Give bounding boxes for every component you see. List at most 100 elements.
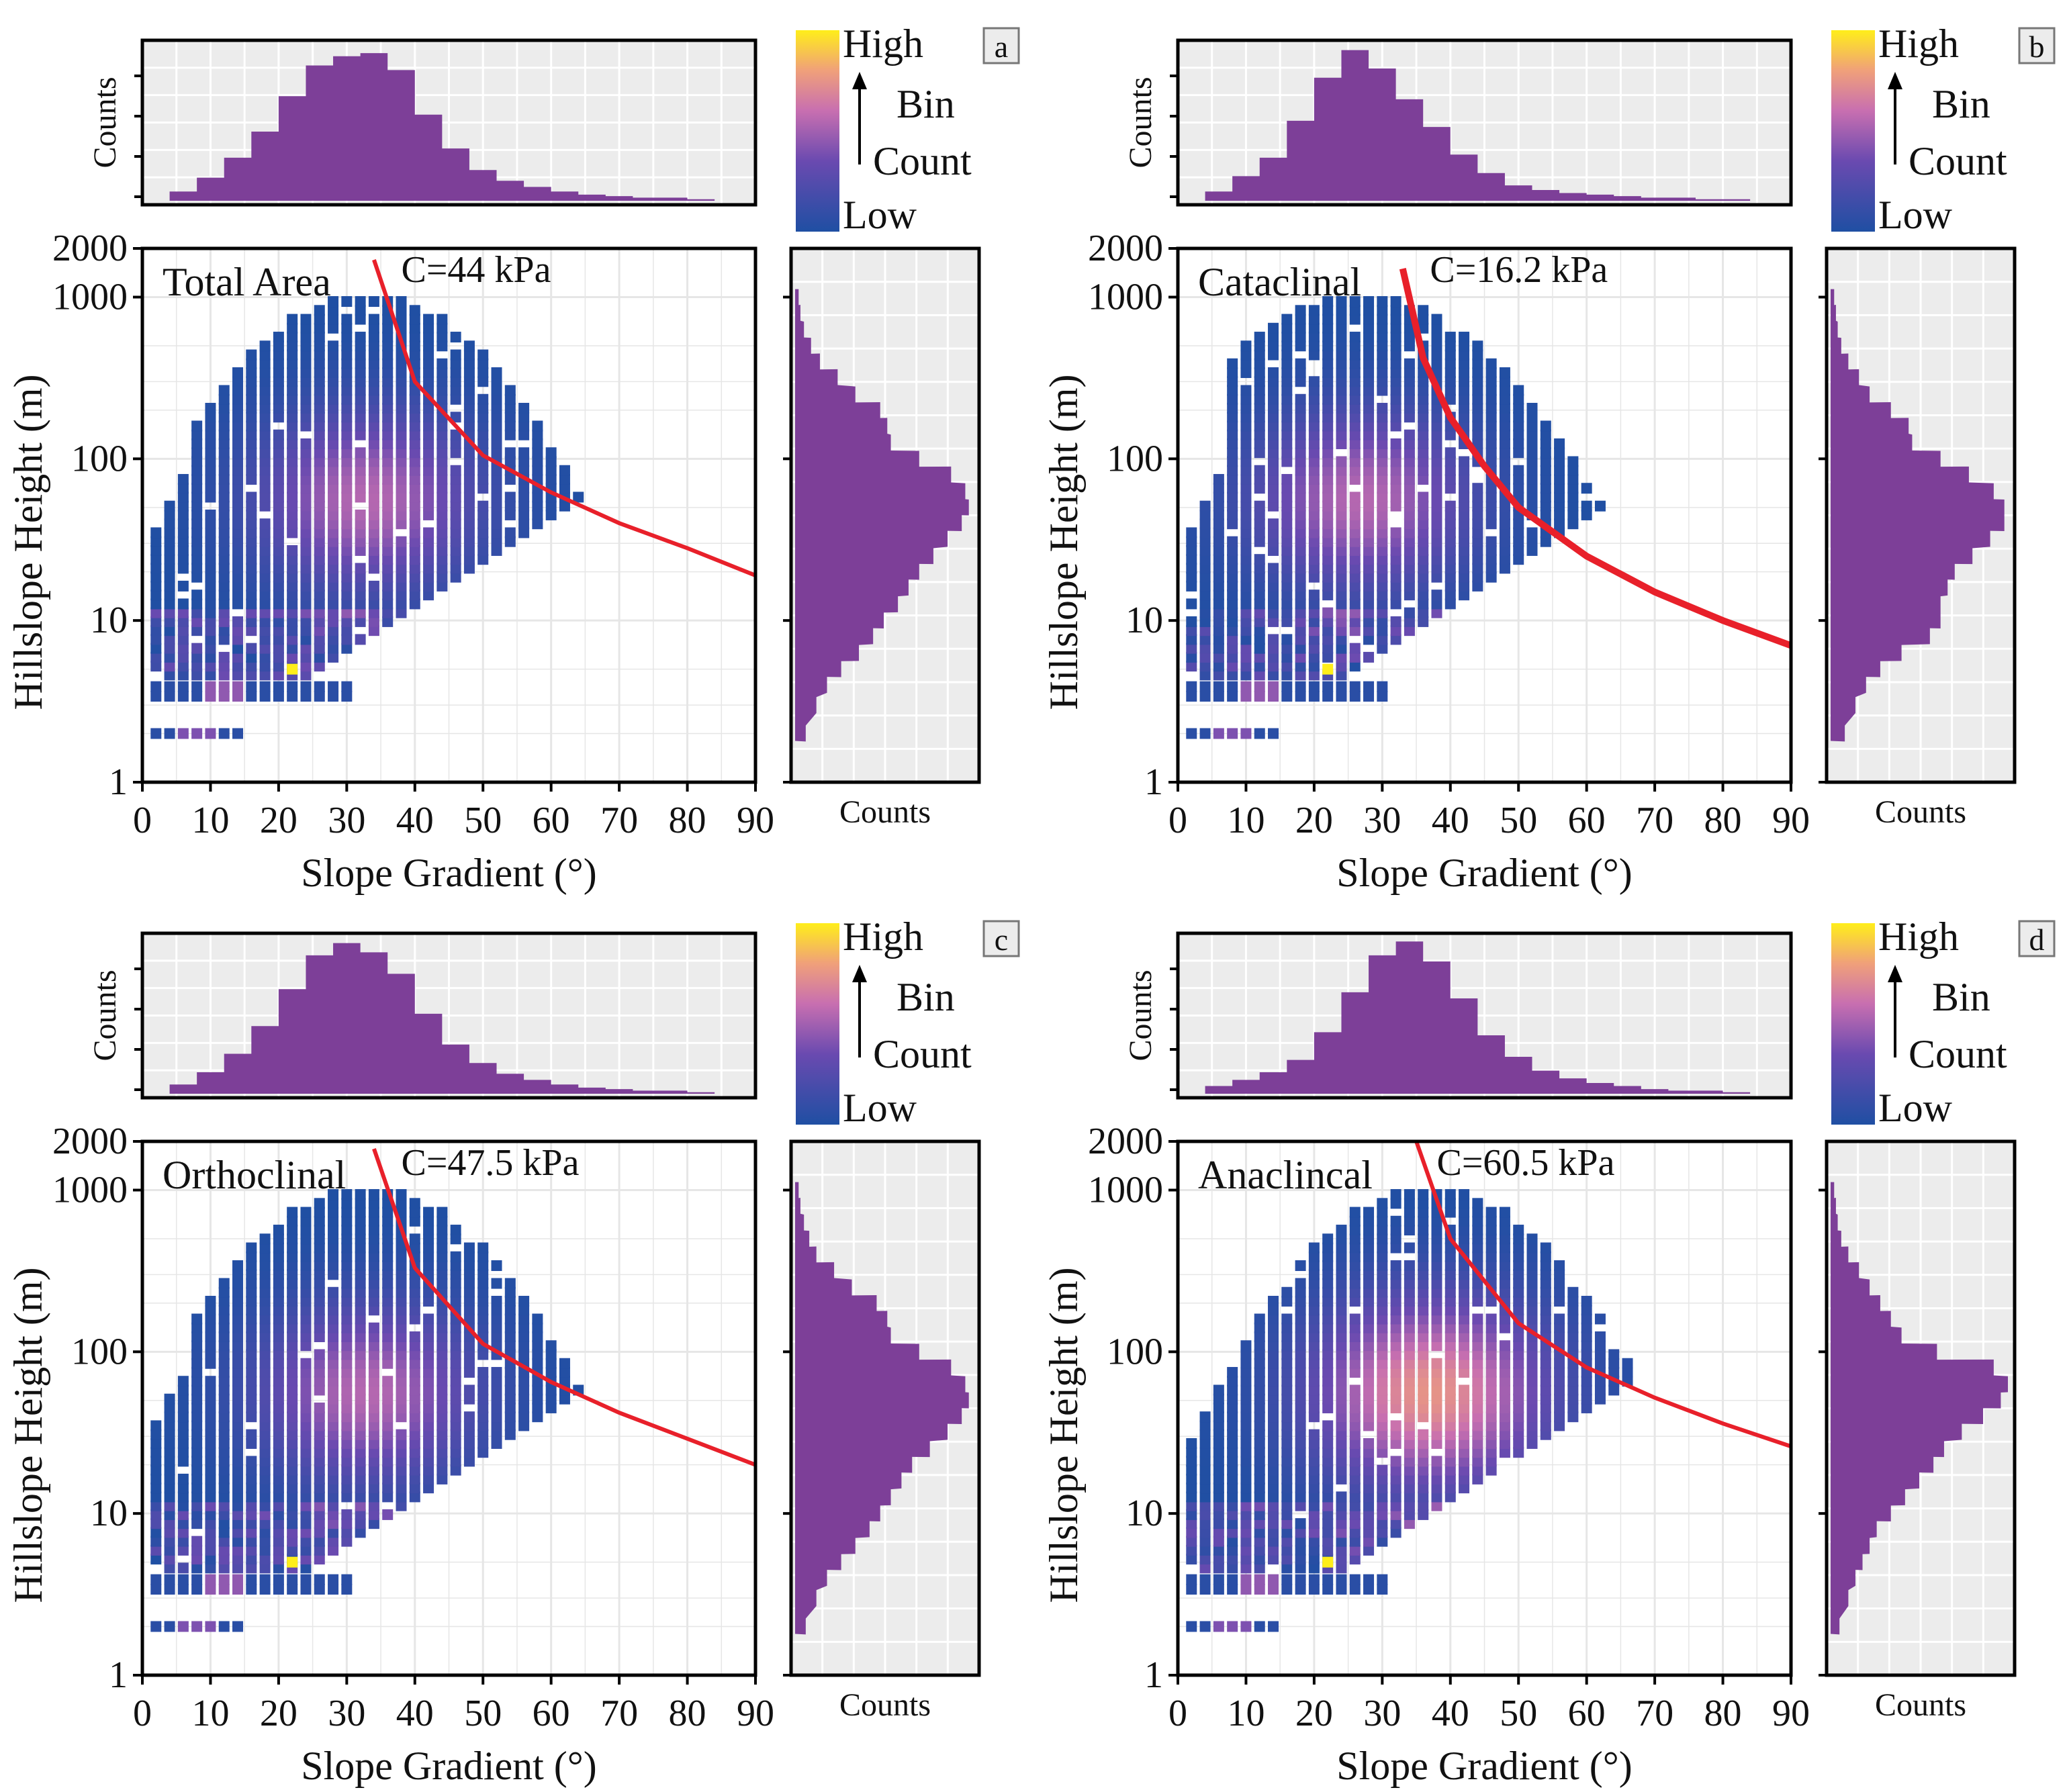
- heatmap-bin: [205, 473, 216, 485]
- heatmap-bin: [1608, 1358, 1620, 1369]
- heatmap-bin: [382, 1393, 394, 1405]
- heatmap-bin: [1322, 536, 1334, 547]
- heatmap-bin: [450, 1296, 461, 1307]
- heatmap-bin: [218, 447, 230, 459]
- heatmap-bin: [218, 1574, 230, 1585]
- heatmap-bin: [1363, 314, 1375, 325]
- heatmap-bin: [382, 1509, 394, 1520]
- heatmap-bin: [259, 661, 271, 672]
- heatmap-bin: [409, 1456, 420, 1467]
- x-tick-label: 20: [260, 1693, 297, 1734]
- heatmap-bin: [1499, 1393, 1510, 1405]
- heatmap-bin: [259, 669, 271, 681]
- heatmap-bin: [218, 473, 230, 485]
- heatmap-bin: [1472, 1429, 1483, 1440]
- heatmap-bin: [1308, 634, 1320, 645]
- heatmap-bin: [355, 340, 366, 352]
- x-tick-label: 10: [191, 1693, 229, 1734]
- heatmap-bin: [1227, 465, 1238, 476]
- heatmap-bin: [409, 491, 420, 503]
- heatmap-bin: [341, 607, 353, 618]
- heatmap-bin: [368, 1509, 379, 1520]
- heatmap-bin: [1418, 447, 1429, 459]
- heatmap-bin: [1295, 1393, 1306, 1405]
- heatmap-bin: [300, 681, 312, 692]
- heatmap-bin: [1308, 1251, 1320, 1262]
- heatmap-bin: [287, 1500, 298, 1511]
- heatmap-bin: [205, 1621, 216, 1632]
- heatmap-bin: [355, 1518, 366, 1529]
- heatmap-bin: [1526, 1349, 1538, 1360]
- heatmap-bin: [328, 367, 339, 379]
- heatmap-bin: [1308, 598, 1320, 610]
- heatmap-bin: [382, 527, 394, 538]
- heatmap-bin: [1444, 340, 1456, 352]
- heatmap-bin: [1336, 571, 1347, 583]
- heatmap-bin: [287, 1420, 298, 1431]
- heatmap-bin: [314, 314, 325, 325]
- heatmap-bin: [1322, 429, 1334, 440]
- heatmap-bin: [368, 1393, 379, 1405]
- heatmap-bin: [1308, 1456, 1320, 1467]
- heatmap-bin: [205, 634, 216, 645]
- heatmap-bin: [1349, 1269, 1361, 1280]
- heatmap-bin: [1213, 500, 1224, 512]
- heatmap-bin: [341, 1358, 353, 1369]
- heatmap-bin: [559, 1376, 570, 1387]
- x-tick-label: 60: [1568, 800, 1606, 841]
- heatmap-bin: [1363, 1225, 1375, 1236]
- heatmap-bin: [382, 1207, 394, 1218]
- heatmap-bin: [1526, 473, 1538, 485]
- heatmap-bin: [328, 1322, 339, 1333]
- heatmap-bin: [409, 473, 420, 485]
- right-histogram-bars: [795, 289, 969, 742]
- heatmap-bin: [1431, 1411, 1442, 1423]
- heatmap-bin: [368, 1198, 379, 1209]
- heatmap-bin: [450, 465, 461, 476]
- heatmap-bin: [287, 634, 298, 645]
- heatmap-bins: [150, 1189, 584, 1632]
- heatmap-bin: [1186, 598, 1197, 610]
- heatmap-bin: [1554, 456, 1565, 467]
- heatmap-bin: [232, 429, 244, 440]
- heatmap-bin: [518, 412, 530, 423]
- heatmap-bin: [1404, 465, 1415, 476]
- heatmap-bin: [1213, 643, 1224, 654]
- heatmap-bin: [423, 1402, 434, 1413]
- heatmap-bin: [177, 1562, 189, 1574]
- heatmap-bin: [205, 728, 216, 739]
- heatmap-bin: [259, 1509, 271, 1520]
- heatmap-bin: [477, 1260, 489, 1272]
- heatmap-bin: [1377, 607, 1388, 618]
- heatmap-bin: [1418, 1340, 1429, 1352]
- heatmap-bin: [259, 1574, 271, 1585]
- heatmap-bin: [1349, 1544, 1361, 1556]
- heatmap-bin: [341, 625, 353, 636]
- heatmap-bin: [1554, 1358, 1565, 1369]
- heatmap-bin: [1295, 1473, 1306, 1484]
- x-tick-label: 10: [1227, 1693, 1265, 1734]
- panel-letter-box: [982, 920, 1020, 957]
- heatmap-bin: [1336, 429, 1347, 440]
- heatmap-bin: [532, 429, 543, 440]
- heatmap-bin: [1322, 590, 1334, 601]
- heatmap-bin: [218, 1482, 230, 1494]
- heatmap-bin: [1418, 518, 1429, 530]
- heatmap-bin: [1199, 1473, 1211, 1484]
- heatmap-bin: [437, 429, 448, 440]
- heatmap-bin: [1459, 1393, 1470, 1405]
- heatmap-bin: [259, 518, 271, 530]
- heatmap-bin: [1581, 1384, 1592, 1396]
- heatmap-bin: [1513, 465, 1524, 476]
- heatmap-bin: [1227, 1527, 1238, 1538]
- heatmap-bin: [368, 1437, 379, 1449]
- heatmap-bin: [1240, 412, 1252, 423]
- heatmap-bin: [1540, 1349, 1551, 1360]
- heatmap-bin: [246, 349, 257, 361]
- heatmap-bin: [1254, 1447, 1265, 1458]
- heatmap-bin: [1485, 358, 1497, 369]
- heatmap-bin: [477, 509, 489, 520]
- heatmap-bin: [314, 393, 325, 405]
- heatmap-bin: [1404, 1215, 1415, 1227]
- heatmap-bin: [1363, 1437, 1375, 1449]
